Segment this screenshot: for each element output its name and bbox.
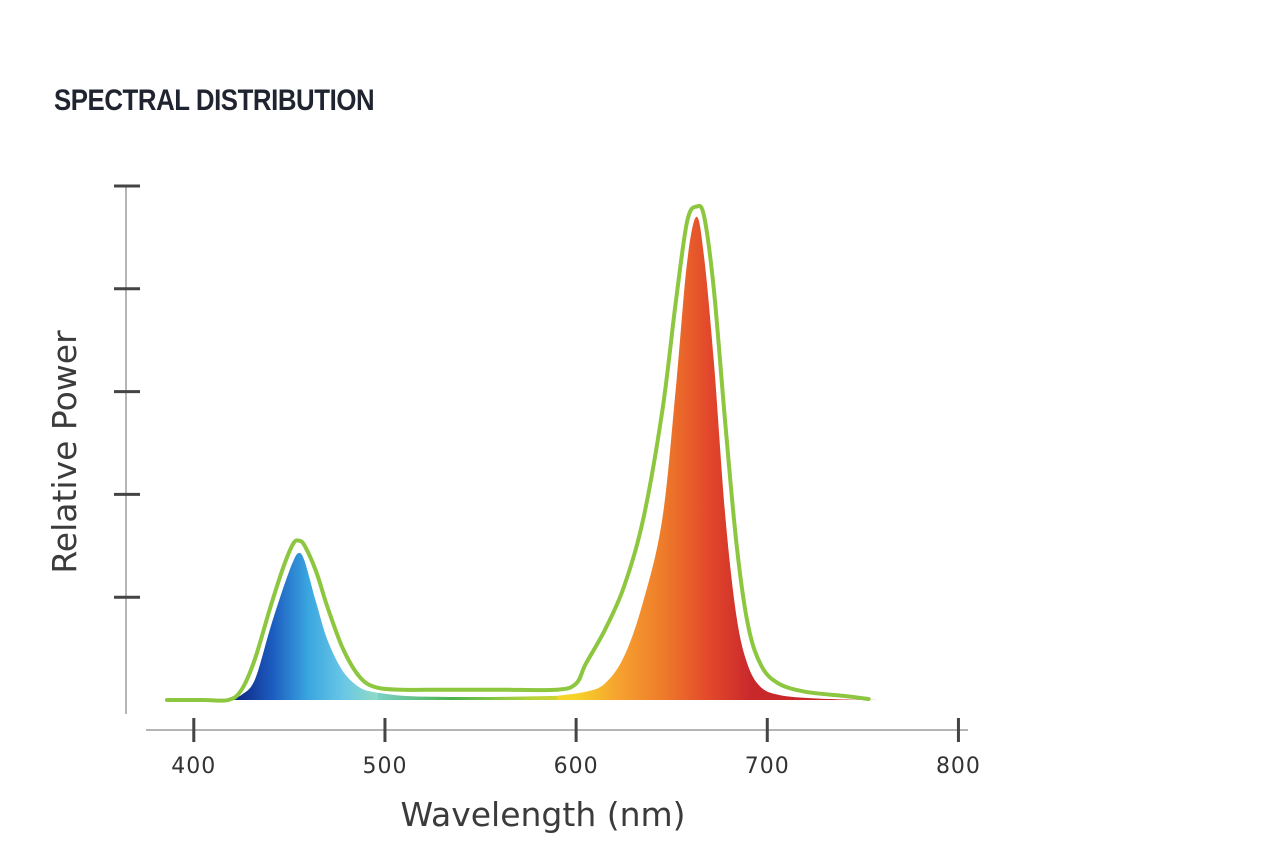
x-tick-label-800: 800	[936, 754, 981, 779]
y-ticks	[114, 184, 140, 599]
chart-title: SPECTRAL DISTRIBUTION	[54, 84, 375, 117]
x-ticks	[192, 718, 960, 742]
x-tick-labels: 400 500 600 700 800	[171, 754, 981, 779]
spectral-envelope-line	[165, 203, 871, 703]
x-tick-label-500: 500	[362, 754, 407, 779]
x-tick-label-400: 400	[171, 754, 216, 779]
spectral-fill-series	[228, 216, 882, 700]
spectral-outline-series	[165, 203, 871, 703]
axes: 400 500 600 700 800	[114, 184, 981, 779]
x-tick-label-600: 600	[554, 754, 599, 779]
y-axis-label: Relative Power	[45, 330, 84, 574]
spectral-fill-mid	[377, 692, 557, 700]
x-tick-label-700: 700	[745, 754, 790, 779]
spectral-fill-red	[557, 216, 882, 700]
x-axis-label: Wavelength (nm)	[400, 795, 685, 834]
spectral-fill-area	[228, 553, 378, 700]
